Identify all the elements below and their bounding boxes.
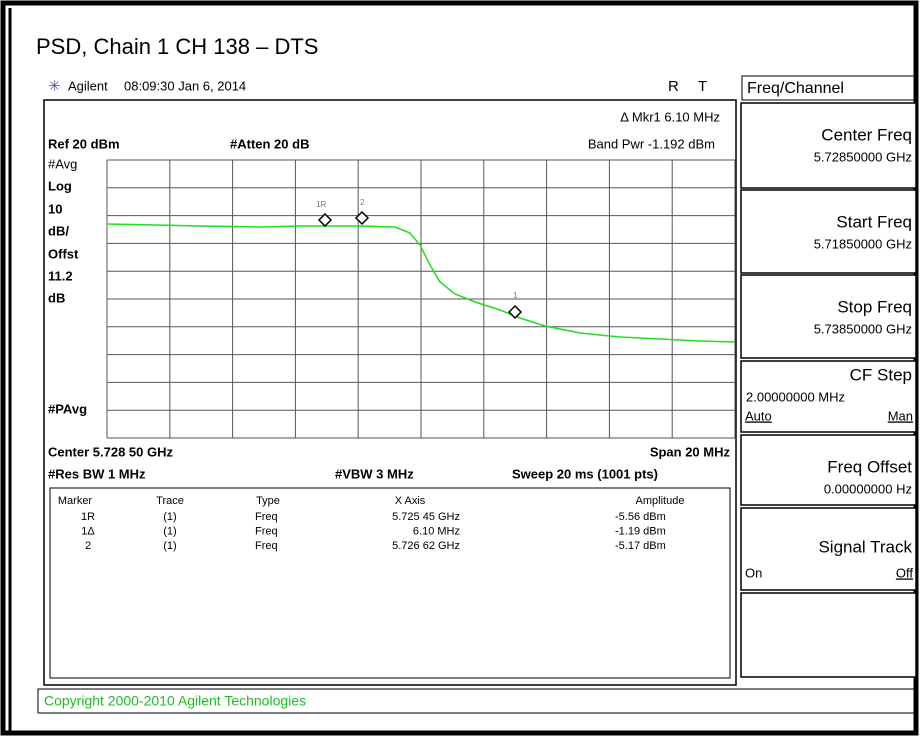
table-cell: -1.19 dBm [615,525,666,537]
sweep: Sweep 20 ms (1001 pts) [512,466,658,481]
scale-label: 10 [48,201,62,216]
column-header: Marker [58,495,93,507]
softkey-value: 5.73850000 GHz [814,321,912,336]
screen-frame [43,99,737,686]
column-header: Type [256,495,280,507]
timestamp: 08:09:30 Jan 6, 2014 [124,78,246,93]
table-cell: 1R [81,511,95,523]
band-power: Band Pwr -1.192 dBm [588,136,715,151]
softkey-option[interactable]: Man [888,408,913,423]
marker-label: 1 [513,291,518,300]
softkey[interactable] [740,434,917,506]
table-cell: 1Δ [81,525,95,537]
scale-label: #PAvg [48,401,87,416]
markers: 1R 2 1 [316,198,523,320]
table-cell: Freq [255,525,278,537]
table-cell: (1) [163,540,176,552]
table-cell: 2 [85,540,91,552]
softkey-option[interactable]: Off [896,565,913,580]
column-header: Amplitude [636,495,685,507]
softkey-option[interactable]: Auto [745,408,772,423]
scale-label: Offst [48,246,79,261]
column-header: Trace [156,495,184,507]
table-cell: (1) [163,525,176,537]
vbw: #VBW 3 MHz [335,466,414,481]
table-cell: 6.10 MHz [413,525,460,537]
table-cell: (1) [163,511,176,523]
softkey[interactable] [740,102,917,189]
softkey-option[interactable]: On [745,565,762,580]
scale-label: 11.2 [48,268,73,283]
menu-title: Freq/Channel [747,80,844,97]
softkey-label: Start Freq [836,212,912,231]
softkey[interactable] [740,360,917,433]
table-cell: 5.726 62 GHz [392,540,460,552]
marker-readout: Δ Mkr1 6.10 MHz [620,109,720,124]
copyright: Copyright 2000-2010 Agilent Technologies [44,693,306,709]
table-cell: -5.17 dBm [615,540,666,552]
softkey[interactable] [740,189,917,274]
res-bw: #Res BW 1 MHz [48,466,146,481]
softkey [740,592,917,678]
softkey-label: Freq Offset [827,457,912,476]
trace [106,223,736,343]
graticule [106,159,736,439]
marker-label: 1R [316,200,326,209]
softkey-value: 5.71850000 GHz [814,236,912,251]
softkey-value: 5.72850000 GHz [814,149,912,164]
softkey-label: Signal Track [818,537,912,556]
center-freq: Center 5.728 50 GHz [48,444,174,459]
table-cell: Freq [255,540,278,552]
agilent-logo: ✳ [48,78,61,95]
marker-diamond [317,212,333,228]
softkey-label: Stop Freq [837,297,912,316]
softkey[interactable] [740,274,917,359]
page-title: PSD, Chain 1 CH 138 – DTS [36,34,318,59]
status-bar [37,688,917,714]
softkey-value: 0.00000000 Hz [824,481,912,496]
marker-label: 2 [360,198,365,207]
ref-level: Ref 20 dBm [48,136,120,151]
marker-diamond [507,304,523,320]
flag: T [698,78,707,95]
column-header: X Axis [395,495,426,507]
brand: Agilent [68,78,108,93]
table-cell: Freq [255,511,278,523]
table-cell: 5.725 45 GHz [392,511,460,523]
marker-table: Marker Trace Type X Axis Amplitude 1R (1) Freq 5… [58,495,685,552]
scale-label: #Avg [48,156,77,171]
softkey[interactable] [740,507,917,591]
scale-label: Log [48,178,72,193]
scale-label: dB/ [48,223,69,238]
table-cell: -5.56 dBm [615,511,666,523]
scale-label: dB [48,290,65,305]
attenuation: #Atten 20 dB [230,136,309,151]
softkey-value: 2.00000000 MHz [746,389,845,404]
softkey-label: CF Step [850,365,912,384]
span: Span 20 MHz [650,444,731,459]
marker-diamond [354,210,370,226]
flag: R [668,78,679,95]
softkey-label: Center Freq [821,125,912,144]
menu-title-box [741,75,917,101]
marker-table-frame [49,487,731,679]
